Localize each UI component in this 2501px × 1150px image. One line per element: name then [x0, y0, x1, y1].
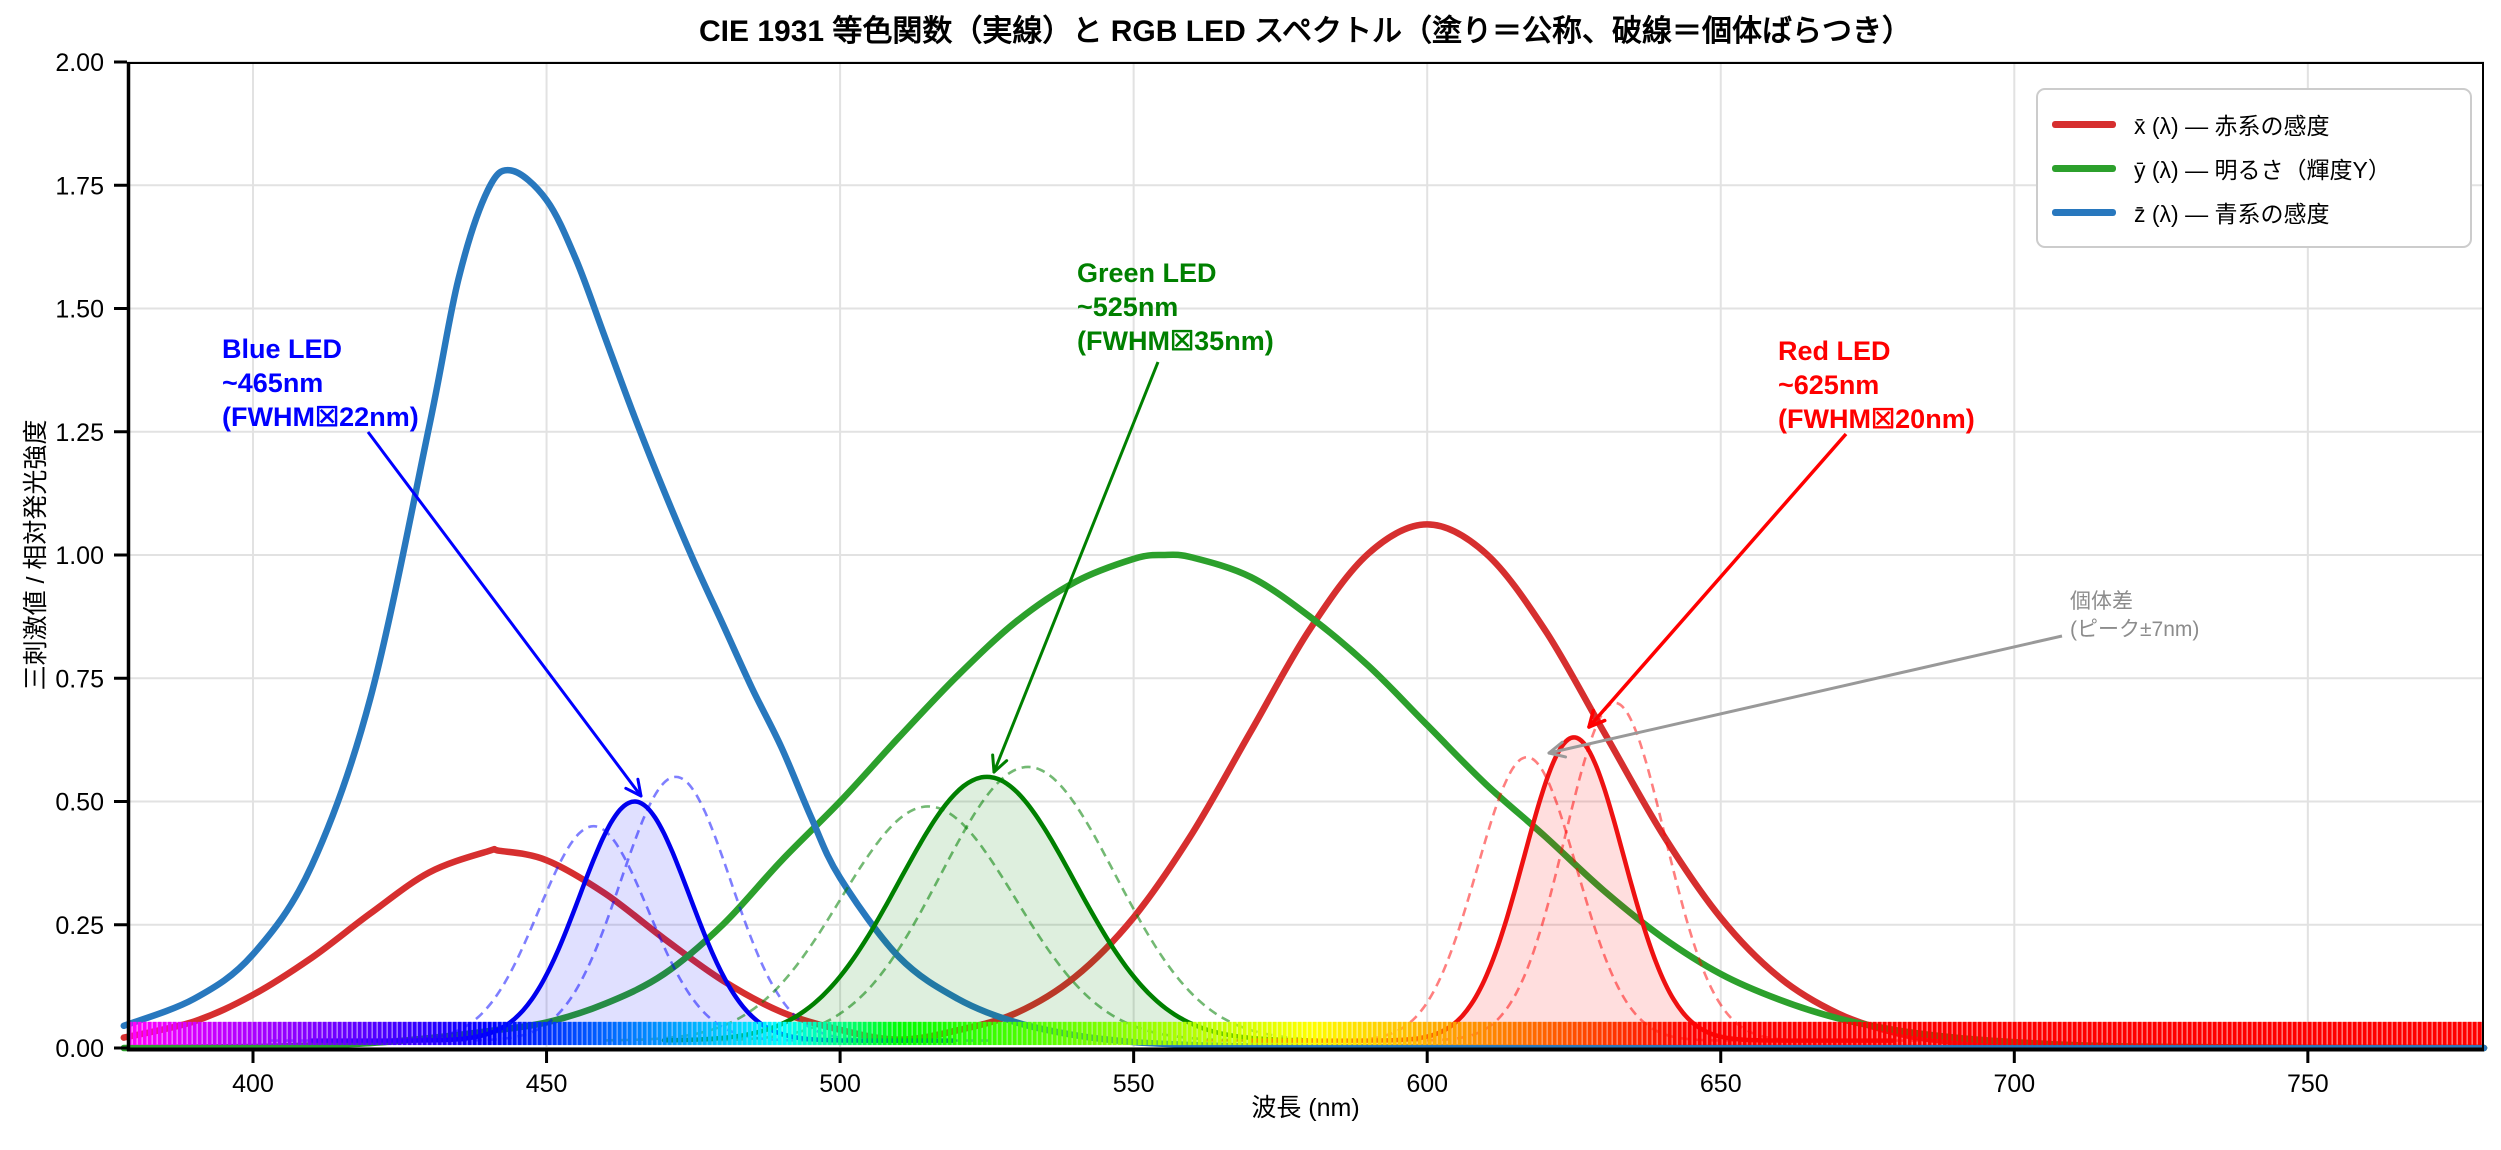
x-tick-label-500: 500 — [819, 1070, 861, 1098]
y-tick-label-0.75: 0.75 — [55, 665, 104, 693]
unit-variation-arrow — [1547, 634, 2063, 759]
annotation-green-led-line1: Green LED — [1077, 258, 1217, 288]
legend: x̄ (λ) — 赤系の感度 ȳ (λ) — 明るさ（輝度Y） z̄ (λ) —… — [2036, 88, 2472, 248]
legend-label-ybar: ȳ (λ) — 明るさ（輝度Y） — [2134, 157, 2391, 183]
x-tick-label-450: 450 — [526, 1070, 568, 1098]
xbar-line-swatch — [2052, 120, 2116, 128]
legend-label-zbar: z̄ (λ) — 青系の感度 — [2134, 201, 2330, 227]
y-tick-label-1.50: 1.50 — [55, 296, 104, 324]
y-tick-label-0.00: 0.00 — [55, 1035, 104, 1063]
led-Blue-LED-公称-fill — [311, 801, 955, 1045]
annotation-red-led-line2: ~625nm — [1778, 370, 1880, 400]
y-tick-label-0.50: 0.50 — [55, 789, 104, 817]
y-tick-label-1.25: 1.25 — [55, 419, 104, 447]
annotation-green-led-line2: ~525nm — [1077, 292, 1179, 322]
annotation-unit-variation-line2: (ピーク±7nm) — [2070, 618, 2200, 641]
y-axis-label: 三刺激値 / 相対発光強度 — [22, 419, 50, 691]
annotation-green-led: Green LED ~525nm (FWHM☒35nm) — [1077, 256, 1274, 358]
x-tick-label-600: 600 — [1406, 1070, 1448, 1098]
annotation-unit-variation-line1: 個体差 — [2070, 590, 2133, 613]
annotation-blue-led-line2: ~465nm — [222, 368, 324, 398]
x-tick-label-650: 650 — [1700, 1070, 1742, 1098]
annotation-red-led: Red LED ~625nm (FWHM☒20nm) — [1778, 334, 1975, 436]
annotation-arrows — [366, 361, 2063, 798]
led-Red-LED-公称-fill — [1251, 737, 1894, 1045]
x-tick-label-750: 750 — [2287, 1070, 2329, 1098]
annotation-blue-led-line3: (FWHM☒22nm) — [222, 402, 419, 432]
annotation-green-led-line3: (FWHM☒35nm) — [1077, 326, 1274, 356]
y-tick-label-1.75: 1.75 — [55, 172, 104, 200]
x-tick-label-400: 400 — [232, 1070, 274, 1098]
legend-row-ybar: ȳ (λ) — 明るさ（輝度Y） — [2052, 146, 2456, 190]
y-tick-label-1.00: 1.00 — [55, 542, 104, 570]
annotation-red-led-line1: Red LED — [1778, 336, 1891, 366]
annotation-blue-led: Blue LED ~465nm (FWHM☒22nm) — [222, 332, 419, 434]
ybar-line-swatch — [2052, 164, 2116, 172]
annotation-unit-variation: 個体差 (ピーク±7nm) — [2070, 588, 2199, 644]
chart-title: CIE 1931 等色関数（実線）と RGB LED スペクトル（塗り＝公称、破… — [699, 15, 1912, 48]
annotation-red-led-line3: (FWHM☒20nm) — [1778, 404, 1975, 434]
x-tick-label-700: 700 — [1993, 1070, 2035, 1098]
legend-row-zbar: z̄ (λ) — 青系の感度 — [2052, 190, 2456, 234]
zbar-line-swatch — [2052, 208, 2116, 216]
red-led-arrow — [1587, 432, 1848, 729]
x-axis-label: 波長 (nm) — [1251, 1094, 1360, 1122]
y-tick-label-2.00: 2.00 — [55, 49, 104, 77]
visible-spectrum-strip — [128, 1021, 2483, 1046]
legend-row-xbar: x̄ (λ) — 赤系の感度 — [2052, 102, 2456, 146]
blue-led-arrow — [366, 431, 643, 798]
legend-label-xbar: x̄ (λ) — 赤系の感度 — [2134, 113, 2330, 139]
led-Green-LED-公称-fill — [664, 776, 1307, 1045]
x-tick-label-550: 550 — [1113, 1070, 1155, 1098]
axes-frame: 400 450 500 550 600 650 700 750 0.00 0.25 0.50 0.75… — [55, 49, 2484, 1098]
annotation-blue-led-line1: Blue LED — [222, 334, 343, 364]
y-tick-label-0.25: 0.25 — [55, 912, 104, 940]
green-led-arrow — [991, 361, 1160, 774]
